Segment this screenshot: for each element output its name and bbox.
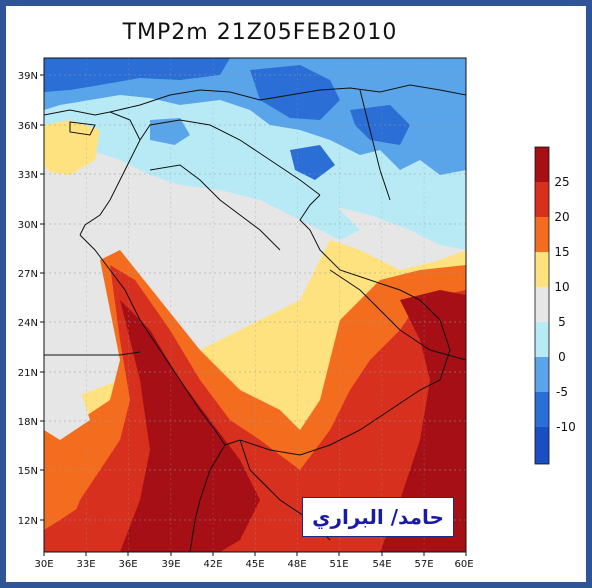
colorbar-label: -10: [556, 420, 576, 434]
colorbar-label: 15: [554, 245, 569, 259]
temperature-field: [44, 58, 466, 552]
lat-label: 18N: [18, 417, 38, 428]
colorbar-swatch: [535, 357, 549, 392]
lon-label: 45E: [245, 559, 264, 570]
colorbar: 25 20 15 10 5 0 -5 -10: [534, 146, 576, 465]
colorbar-label: -5: [556, 385, 568, 399]
lat-label: 39N: [18, 71, 38, 82]
colorbar-swatch: [535, 392, 549, 427]
lon-label: 33E: [76, 559, 95, 570]
colorbar-swatch: [535, 217, 549, 252]
lon-label: 54E: [372, 559, 391, 570]
coastlines: [44, 84, 466, 552]
colorbar-label: 20: [554, 210, 569, 224]
colorbar-label: 0: [558, 350, 566, 364]
colorbar-label: 5: [558, 315, 566, 329]
colorbar-swatch: [535, 287, 549, 322]
lon-label: 51E: [329, 559, 348, 570]
lat-label: 36N: [18, 121, 38, 132]
credit-box: حامد/ البراري: [302, 497, 454, 537]
lon-label: 39E: [161, 559, 180, 570]
lon-label: 30E: [34, 559, 53, 570]
lat-label: 12N: [18, 516, 38, 527]
credit-text: حامد/ البراري: [312, 505, 444, 529]
lon-label: 48E: [287, 559, 306, 570]
lat-label: 21N: [18, 368, 38, 379]
lon-label: 36E: [118, 559, 137, 570]
lat-label: 24N: [18, 318, 38, 329]
colorbar-swatch: [535, 147, 549, 182]
lat-label: 30N: [18, 220, 38, 231]
colorbar-swatch: [535, 427, 549, 464]
lon-label: 42E: [203, 559, 222, 570]
colorbar-swatch: [535, 322, 549, 357]
lat-label: 27N: [18, 269, 38, 280]
colorbar-label: 10: [554, 280, 569, 294]
lat-label: 33N: [18, 170, 38, 181]
colorbar-swatch: [535, 252, 549, 287]
map-title: TMP2m 21Z05FEB2010: [122, 20, 398, 45]
lat-label: 15N: [18, 466, 38, 477]
colorbar-swatch: [535, 182, 549, 217]
lon-label: 57E: [414, 559, 433, 570]
colorbar-label: 25: [554, 175, 569, 189]
lon-label: 60E: [454, 559, 473, 570]
